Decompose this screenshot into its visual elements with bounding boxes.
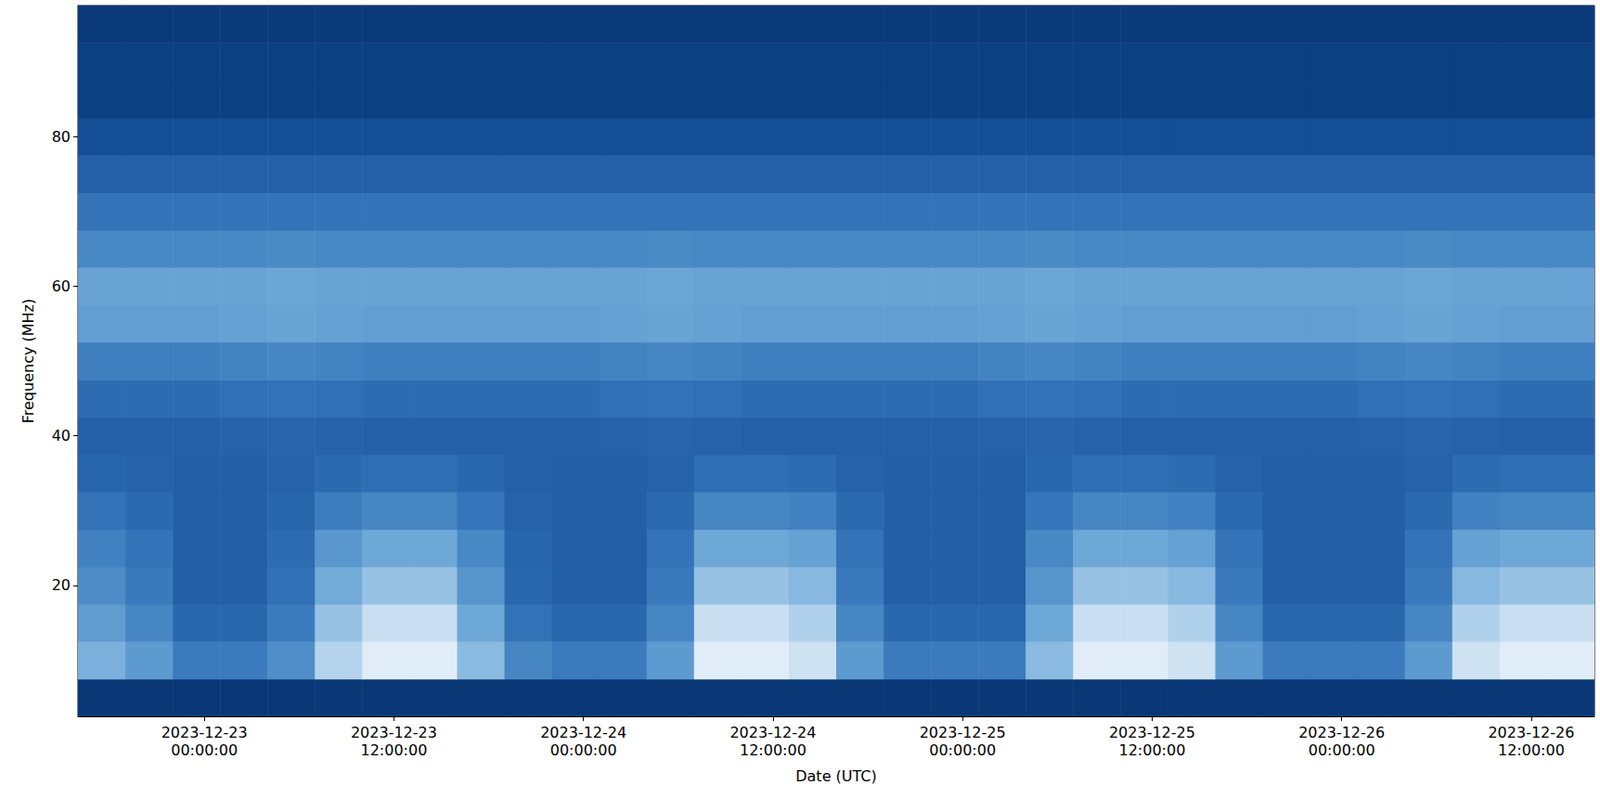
svg-text:00:00:00: 00:00:00 bbox=[550, 741, 618, 760]
svg-text:12:00:00: 12:00:00 bbox=[1497, 741, 1565, 760]
svg-text:2023-12-26: 2023-12-26 bbox=[1298, 723, 1385, 742]
svg-text:00:00:00: 00:00:00 bbox=[170, 741, 238, 760]
svg-text:2023-12-24: 2023-12-24 bbox=[540, 723, 627, 742]
svg-text:2023-12-24: 2023-12-24 bbox=[729, 723, 816, 742]
svg-text:12:00:00: 12:00:00 bbox=[739, 741, 807, 760]
svg-text:00:00:00: 00:00:00 bbox=[1308, 741, 1376, 760]
svg-text:2023-12-23: 2023-12-23 bbox=[161, 723, 248, 742]
svg-text:12:00:00: 12:00:00 bbox=[360, 741, 427, 760]
svg-text:60: 60 bbox=[51, 277, 71, 296]
svg-text:00:00:00: 00:00:00 bbox=[929, 741, 996, 760]
svg-text:2023-12-26: 2023-12-26 bbox=[1487, 723, 1575, 742]
svg-text:Date (UTC): Date (UTC) bbox=[795, 767, 878, 786]
svg-text:2023-12-23: 2023-12-23 bbox=[350, 723, 438, 742]
svg-text:12:00:00: 12:00:00 bbox=[1118, 741, 1186, 760]
svg-text:2023-12-25: 2023-12-25 bbox=[1109, 723, 1196, 742]
svg-text:40: 40 bbox=[51, 426, 71, 445]
svg-text:80: 80 bbox=[51, 128, 71, 146]
svg-text:Frequency (MHz): Frequency (MHz) bbox=[19, 298, 38, 424]
svg-text:20: 20 bbox=[51, 576, 71, 594]
svg-text:2023-12-25: 2023-12-25 bbox=[919, 723, 1007, 742]
